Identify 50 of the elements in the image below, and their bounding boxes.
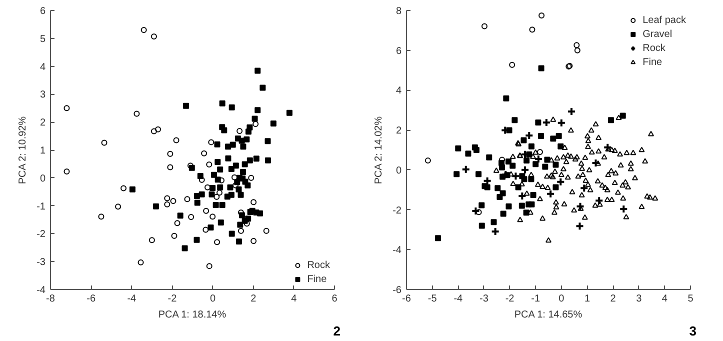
y-tick-label: 3: [40, 90, 46, 101]
y-tick-label: -4: [36, 285, 46, 296]
y-tick-label: -4: [392, 245, 402, 256]
x-tick-label: -4: [127, 294, 137, 304]
y-tick-label: 0: [396, 165, 402, 176]
x-tick-label: -6: [86, 294, 96, 304]
x-tick-label: 4: [662, 294, 668, 304]
x-tick-label: 4: [291, 294, 298, 304]
text: 3: [689, 324, 697, 338]
x-tick-label: 2: [610, 294, 616, 304]
x-tick-label: 0: [558, 294, 565, 304]
x-tick-label: -5: [428, 294, 438, 304]
y-tick-label: 6: [396, 46, 402, 57]
legend-label: Rock: [307, 259, 330, 271]
y-tick-label: -2: [392, 205, 402, 216]
y-tick-label: 5: [40, 34, 46, 45]
y-axis-title: PCA 2: 14.02%: [374, 116, 385, 184]
x-tick-label: -4: [454, 294, 464, 304]
x-tick-label: 1: [584, 294, 590, 304]
y-tick-label: 6: [40, 6, 46, 17]
x-tick-label: -3: [480, 294, 489, 304]
x-axis-title: PCA 1: 14.65%: [514, 310, 582, 320]
x-tick-label: 3: [636, 294, 642, 304]
x-tick-label: -2: [168, 294, 178, 304]
legend-label: Fine: [307, 273, 328, 285]
legend-label: Fine: [642, 56, 663, 68]
y-tick-label: -3: [36, 257, 46, 268]
y-tick-label: 1: [40, 146, 46, 156]
x-tick-label: -8: [46, 294, 56, 304]
x-tick-label: 6: [332, 294, 338, 304]
text: 2: [333, 324, 341, 338]
y-tick-label: 2: [396, 126, 402, 137]
x-tick-label: -2: [505, 294, 515, 304]
y-tick-label: -2: [36, 229, 46, 240]
y-tick-label: 8: [396, 6, 402, 17]
y-tick-label: -1: [36, 201, 46, 212]
y-tick-label: 2: [40, 118, 46, 129]
x-tick-label: 5: [688, 294, 694, 304]
legend-label: Gravel: [642, 28, 672, 40]
legend-label: Leaf pack: [642, 14, 686, 26]
y-tick-label: 4: [40, 62, 46, 73]
x-tick-label: 0: [210, 294, 216, 304]
y-tick-label: -6: [392, 285, 402, 296]
y-tick-label: 4: [396, 86, 402, 97]
x-axis-title: PCA 1: 18.14%: [158, 310, 226, 320]
x-tick-label: -1: [531, 294, 540, 304]
y-axis-title: PCA 2: 10.92%: [18, 116, 29, 184]
x-tick-label: 2: [250, 294, 257, 304]
y-tick-label: 0: [40, 173, 46, 184]
legend-label: Rock: [642, 42, 666, 54]
